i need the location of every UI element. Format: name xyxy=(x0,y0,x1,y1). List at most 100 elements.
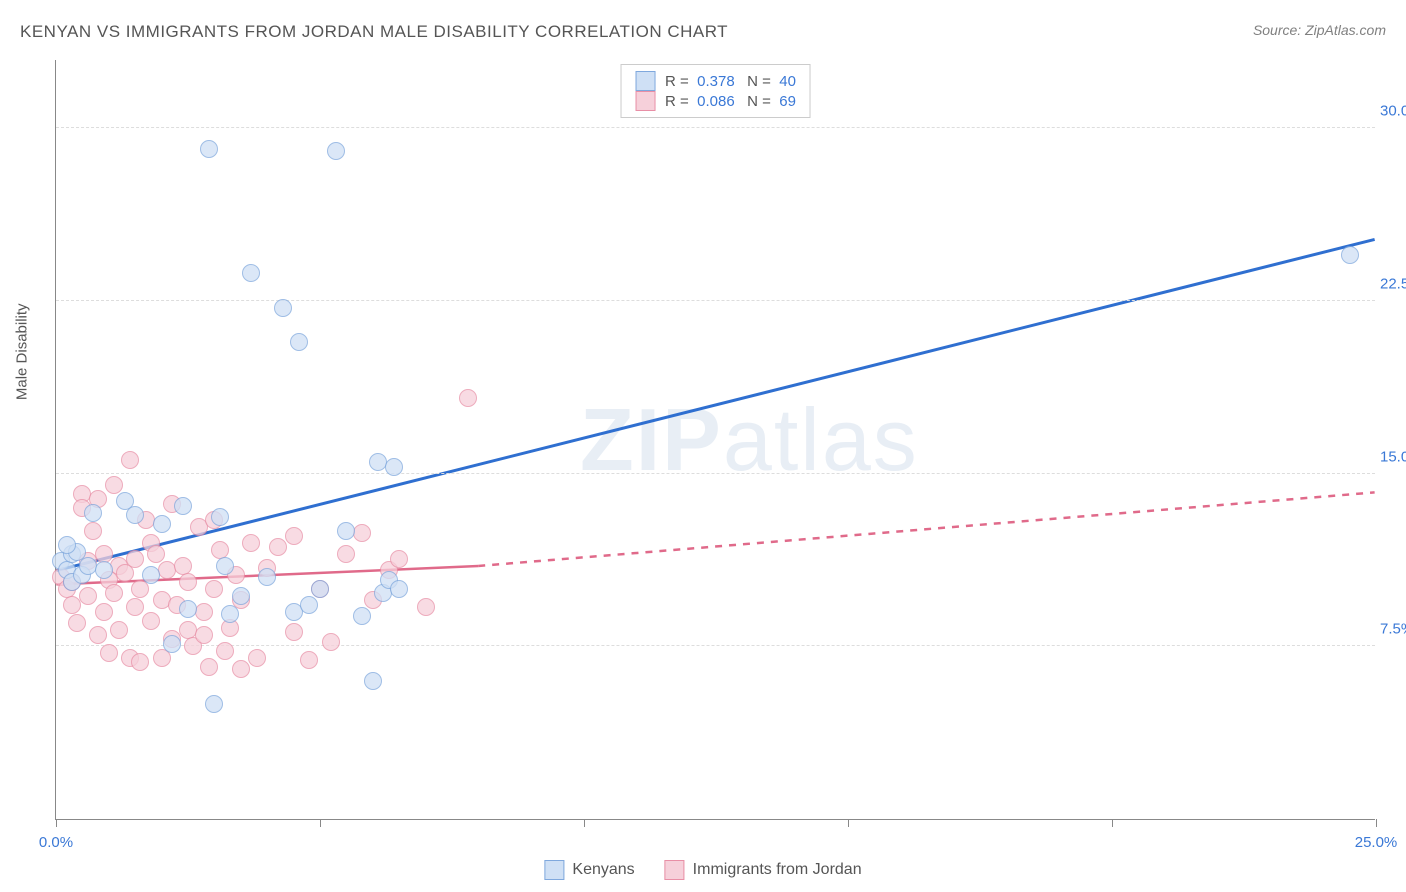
data-point xyxy=(417,598,435,616)
data-point xyxy=(353,607,371,625)
data-point xyxy=(232,587,250,605)
x-tick-label: 0.0% xyxy=(39,834,73,851)
data-point xyxy=(105,476,123,494)
data-point xyxy=(274,299,292,317)
data-point xyxy=(95,561,113,579)
data-point xyxy=(337,545,355,563)
regression-line xyxy=(56,239,1374,570)
data-point xyxy=(1341,246,1359,264)
data-point xyxy=(221,605,239,623)
legend-correlation-box: R = 0.378 N = 40 R = 0.086 N = 69 xyxy=(620,64,811,118)
data-point xyxy=(205,580,223,598)
data-point xyxy=(248,649,266,667)
data-point xyxy=(179,600,197,618)
source-attribution: Source: ZipAtlas.com xyxy=(1253,22,1386,38)
data-point xyxy=(58,536,76,554)
data-point xyxy=(269,538,287,556)
data-point xyxy=(300,596,318,614)
data-point xyxy=(242,534,260,552)
x-tick-label: 25.0% xyxy=(1355,834,1398,851)
data-point xyxy=(126,506,144,524)
data-point xyxy=(110,621,128,639)
data-point xyxy=(105,584,123,602)
data-point xyxy=(68,614,86,632)
data-point xyxy=(200,140,218,158)
gridline xyxy=(56,645,1375,646)
y-axis-label: Male Disability xyxy=(14,303,31,400)
data-point xyxy=(459,389,477,407)
regression-line xyxy=(478,492,1374,566)
gridline xyxy=(56,473,1375,474)
x-tick xyxy=(56,819,57,827)
data-point xyxy=(364,672,382,690)
x-tick xyxy=(1376,819,1377,827)
y-tick-label: 22.5% xyxy=(1380,275,1406,292)
data-point xyxy=(179,573,197,591)
legend-series-label: Kenyans xyxy=(572,861,634,879)
data-point xyxy=(131,653,149,671)
data-point xyxy=(242,264,260,282)
data-point xyxy=(216,642,234,660)
data-point xyxy=(200,658,218,676)
chart-title: KENYAN VS IMMIGRANTS FROM JORDAN MALE DI… xyxy=(20,22,728,42)
data-point xyxy=(142,566,160,584)
gridline xyxy=(56,127,1375,128)
x-tick xyxy=(584,819,585,827)
y-tick-label: 30.0% xyxy=(1380,103,1406,120)
data-point xyxy=(79,587,97,605)
data-point xyxy=(84,504,102,522)
data-point xyxy=(300,651,318,669)
data-point xyxy=(311,580,329,598)
data-point xyxy=(327,142,345,160)
legend-series: Kenyans Immigrants from Jordan xyxy=(544,860,861,880)
data-point xyxy=(285,527,303,545)
data-point xyxy=(195,603,213,621)
data-point xyxy=(216,557,234,575)
data-point xyxy=(95,603,113,621)
x-tick xyxy=(848,819,849,827)
data-point xyxy=(153,515,171,533)
data-point xyxy=(290,333,308,351)
legend-series-item: Kenyans xyxy=(544,860,634,880)
legend-swatch xyxy=(544,860,564,880)
legend-swatch xyxy=(665,860,685,880)
data-point xyxy=(205,695,223,713)
data-point xyxy=(63,596,81,614)
legend-series-label: Immigrants from Jordan xyxy=(693,861,862,879)
data-point xyxy=(390,580,408,598)
legend-correlation-row: R = 0.378 N = 40 xyxy=(635,71,796,91)
data-point xyxy=(337,522,355,540)
data-point xyxy=(84,522,102,540)
data-point xyxy=(126,598,144,616)
data-point xyxy=(100,644,118,662)
data-point xyxy=(385,458,403,476)
data-point xyxy=(285,623,303,641)
data-point xyxy=(142,612,160,630)
data-point xyxy=(211,508,229,526)
gridline xyxy=(56,300,1375,301)
y-tick-label: 7.5% xyxy=(1380,621,1406,638)
legend-series-item: Immigrants from Jordan xyxy=(665,860,862,880)
chart-plot-area: ZIPatlas R = 0.378 N = 40 R = 0.086 N = 6… xyxy=(55,60,1375,820)
legend-swatch xyxy=(635,71,655,91)
x-tick xyxy=(1112,819,1113,827)
watermark-text: ZIPatlas xyxy=(580,389,919,491)
regression-lines-layer xyxy=(56,60,1375,819)
data-point xyxy=(353,524,371,542)
data-point xyxy=(258,568,276,586)
data-point xyxy=(174,497,192,515)
y-tick-label: 15.0% xyxy=(1380,448,1406,465)
legend-swatch xyxy=(635,91,655,111)
data-point xyxy=(232,660,250,678)
data-point xyxy=(390,550,408,568)
data-point xyxy=(322,633,340,651)
legend-correlation-text: R = 0.378 N = 40 xyxy=(665,73,796,90)
data-point xyxy=(121,451,139,469)
data-point xyxy=(195,626,213,644)
data-point xyxy=(89,626,107,644)
legend-correlation-row: R = 0.086 N = 69 xyxy=(635,91,796,111)
data-point xyxy=(163,635,181,653)
x-tick xyxy=(320,819,321,827)
legend-correlation-text: R = 0.086 N = 69 xyxy=(665,93,796,110)
data-point xyxy=(126,550,144,568)
